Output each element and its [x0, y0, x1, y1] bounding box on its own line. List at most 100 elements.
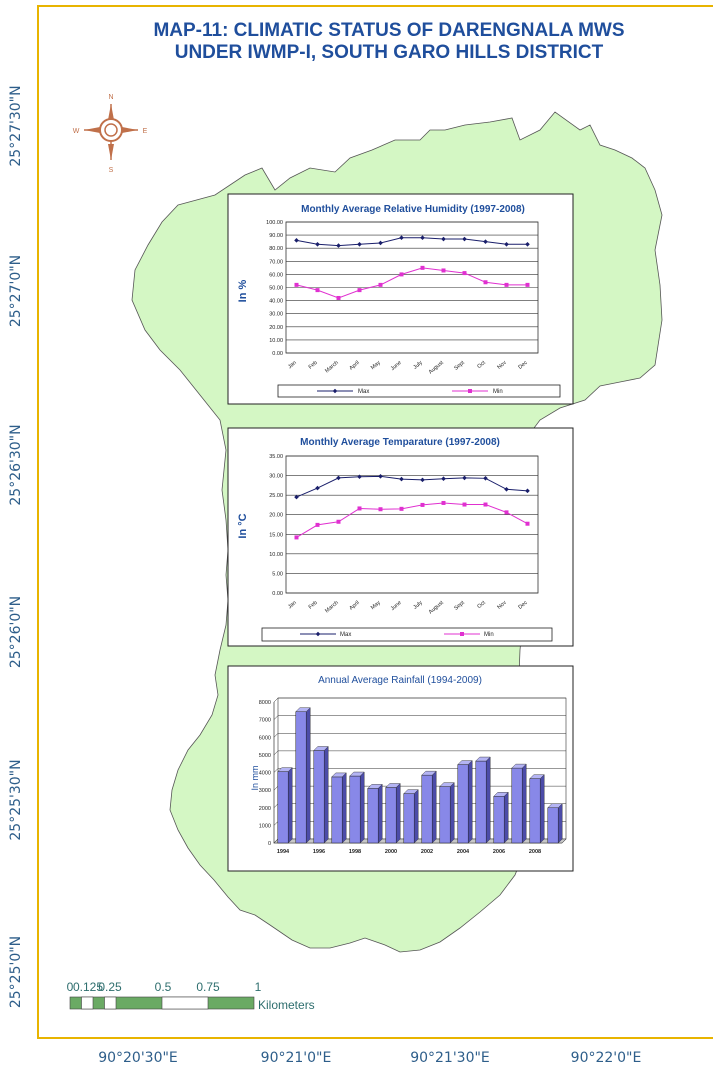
humidity-legend-items: Max Min: [317, 388, 503, 395]
data-point-max: [483, 476, 488, 481]
rainfall-bar-top: [511, 763, 527, 769]
legend-label-max: Max: [340, 632, 351, 638]
y-tick-label: 10.00: [269, 552, 283, 558]
data-point-min: [420, 265, 425, 270]
scale-bar-label: 0.25: [98, 980, 122, 994]
data-point-min: [357, 288, 362, 293]
rainfall-bar-side: [486, 756, 491, 844]
data-point-max: [504, 241, 509, 247]
latitude-label: 25°27'0"N: [8, 255, 24, 327]
y-tick-label: 4000: [259, 771, 271, 777]
rainfall-bar-top: [295, 707, 311, 712]
rainfall-bar-top: [493, 792, 509, 797]
rainfall-chart: Annual Average Rainfall (1994-2009) In m…: [227, 665, 574, 872]
latitude-label: 25°26'30"N: [8, 424, 24, 505]
data-point-max: [294, 494, 299, 500]
y-tick-label: 2000: [259, 806, 271, 812]
series-line-min: [296, 267, 528, 299]
longitude-label: 90°22'0"E: [571, 1050, 642, 1066]
rainfall-bar: [349, 775, 361, 844]
rainfall-bar: [547, 807, 559, 844]
rainfall-bar: [385, 787, 397, 844]
rainfall-bar-side: [324, 745, 329, 844]
data-point-min: [462, 271, 467, 276]
compass-north-label: N: [108, 94, 113, 101]
scale-bar-label: 0: [67, 980, 74, 994]
x-tick-label: 2000: [385, 849, 397, 855]
humidity-chart-ylabel: In %: [237, 279, 249, 302]
data-point-max: [504, 486, 509, 492]
rainfall-bar-side: [558, 803, 563, 844]
data-point-min: [378, 507, 383, 512]
humidity-chart-frame: [227, 193, 574, 405]
data-point-min: [357, 506, 362, 511]
data-point-max: [399, 235, 404, 241]
y-tick-label: 100.00: [266, 220, 283, 226]
rainfall-bar-top: [547, 803, 563, 808]
rainfall-bar: [511, 767, 523, 844]
rainfall-bar-side: [414, 789, 419, 844]
data-point-max: [336, 243, 341, 248]
y-tick-label: 3000: [259, 788, 271, 794]
data-point-max: [399, 476, 404, 482]
x-tick-label: Feb: [308, 360, 319, 371]
data-point-min: [504, 282, 509, 287]
scale-bar-segment: [161, 996, 209, 1010]
humidity-chart-title: Monthly Average Relative Humidity (1997-…: [301, 204, 525, 215]
temperature-chart-legend: [261, 627, 553, 642]
data-point-min: [525, 521, 530, 526]
y-tick-label: 5000: [259, 753, 271, 759]
data-point-min: [483, 502, 488, 507]
rainfall-chart-title: Annual Average Rainfall (1994-2009): [318, 675, 482, 686]
rainfall-bar-side: [306, 707, 311, 844]
rainfall-bar-top: [385, 783, 401, 788]
rainfall-bar-top: [313, 746, 329, 751]
rainfall-bar: [529, 778, 541, 844]
scale-bar-unit: Kilometers: [258, 998, 315, 1012]
rainfall-chart-ylabel: In mm: [250, 765, 260, 790]
data-point-max: [357, 474, 362, 480]
data-point-max: [483, 239, 488, 244]
rainfall-bar: [421, 774, 433, 844]
scale-bar-label: 0.5: [155, 980, 172, 994]
y-tick-label: 7000: [259, 718, 271, 724]
y-tick-label: 25.00: [269, 493, 283, 499]
compass-east-label: E: [143, 128, 148, 135]
map-title-line2: UNDER IWMP-I, SOUTH GARO HILLS DISTRICT: [175, 42, 604, 63]
legend-marker-min: [460, 632, 464, 636]
legend-label-min: Min: [493, 389, 503, 395]
legend-marker-max: [332, 388, 338, 394]
series-line-min: [296, 502, 528, 538]
scale-bar-label: 0.125: [73, 980, 103, 994]
rainfall-bar-top: [421, 770, 437, 776]
data-point-min: [399, 272, 404, 277]
rainfall-bar-top: [277, 767, 293, 772]
x-tick-label: 2004: [457, 849, 470, 855]
data-point-max: [420, 477, 425, 483]
gridline-depth: [273, 768, 279, 773]
x-tick-label: Dec: [517, 360, 529, 371]
rainfall-bar-side: [450, 782, 455, 844]
rainfall-bar-side: [396, 782, 401, 844]
y-tick-label: 20.00: [269, 513, 283, 519]
y-tick-label: 80.00: [269, 246, 283, 252]
data-point-min: [399, 506, 404, 511]
data-point-min: [504, 510, 509, 515]
y-tick-label: 8000: [259, 700, 271, 706]
gridline-depth: [273, 715, 279, 720]
temperature-legend-items: Max Min: [300, 631, 494, 638]
rainfall-bar-side: [540, 774, 545, 844]
rainfall-bar: [475, 760, 487, 844]
data-point-min: [315, 522, 320, 527]
rainfall-bar: [403, 793, 415, 844]
data-point-max: [441, 236, 446, 242]
x-tick-label: May: [370, 360, 382, 371]
data-point-max: [294, 238, 299, 243]
rainfall-bar: [493, 796, 505, 844]
y-tick-label: 6000: [259, 735, 271, 741]
data-point-min: [483, 280, 488, 285]
gridline-depth: [273, 785, 279, 791]
rainfall-bar-top: [349, 771, 365, 777]
rainfall-bar-side: [378, 783, 383, 844]
x-tick-label: May: [370, 600, 382, 611]
